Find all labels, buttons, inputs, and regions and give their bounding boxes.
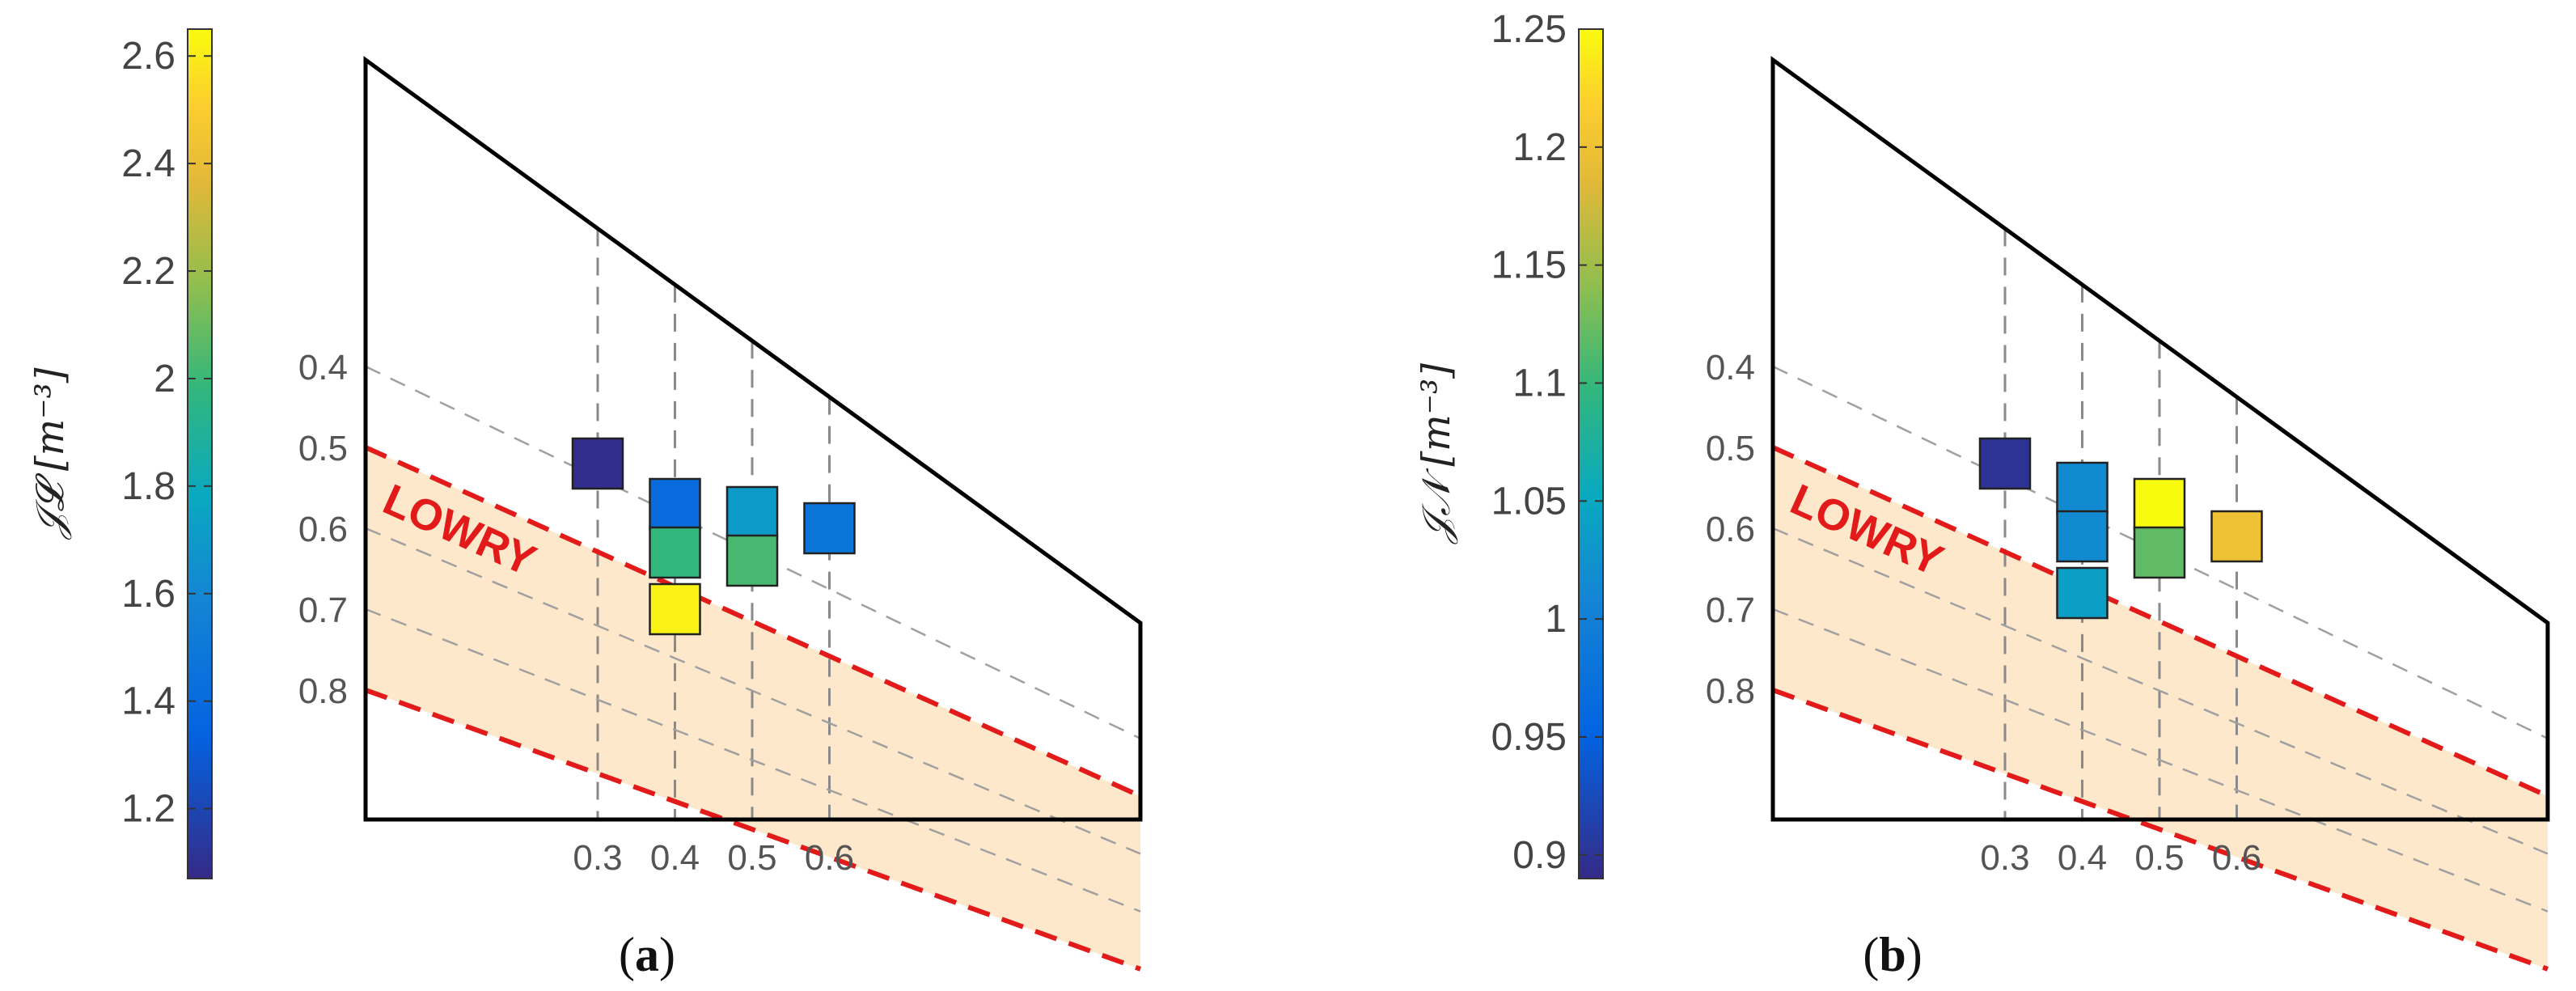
colorbar-tick-label: 0.9 — [1512, 834, 1567, 877]
plot-frame — [363, 56, 1143, 822]
bottom-tick-label: 0.3 — [1980, 838, 2029, 878]
lowry-region — [1773, 447, 2548, 969]
data-square — [725, 485, 779, 539]
colorbar-tick-label: 2.6 — [121, 35, 176, 78]
colorbar-b: 0.9 0.95 1 1.05 1.1 1.15 1.2 1.25 𝒥𝒩 [m⁻³] — [1414, 8, 1604, 879]
plot-frame — [1770, 56, 2550, 822]
left-tick-label: 0.4 — [298, 348, 348, 388]
data-square — [571, 437, 624, 490]
colorbar-tick-label: 1.2 — [1512, 126, 1567, 169]
left-tick-label: 0.7 — [298, 591, 348, 630]
data-square — [2056, 510, 2109, 563]
colorbar-tick-label: 1.25 — [1491, 8, 1567, 51]
data-square — [725, 534, 779, 587]
diagonal-grid-line — [365, 527, 1141, 855]
colorbar-tick-label: 1.15 — [1491, 244, 1567, 287]
data-square — [2210, 510, 2263, 563]
colorbar-tick-label: 1.6 — [121, 573, 176, 616]
bottom-tick-label: 0.6 — [805, 838, 854, 878]
colorbar-tick-label: 1.2 — [121, 788, 176, 831]
left-tick-label: 0.5 — [1706, 429, 1755, 468]
lowry-region — [366, 447, 1140, 969]
colorbar-a: 1.2 1.4 1.6 1.8 2 2.2 2.4 2.6 𝒥𝓛 [m⁻³] — [27, 28, 213, 879]
diagonal-grid-line — [1772, 527, 2549, 855]
colorbar-tick-label: 2 — [154, 358, 176, 400]
panel-a-label: (a) — [619, 928, 675, 981]
data-square — [649, 477, 701, 531]
data-square — [2056, 461, 2109, 515]
colorbar-tick-label: 1.4 — [121, 680, 176, 723]
panel-a: 1.21.41.61.822.22.42.6 𝒥𝓛 [m⁻³] LOWRY0.4… — [27, 28, 1143, 981]
bottom-tick-label: 0.5 — [2134, 838, 2184, 878]
left-tick-label: 0.8 — [298, 671, 348, 711]
left-tick-label: 0.7 — [1706, 591, 1755, 630]
data-square — [2133, 477, 2186, 531]
left-tick-label: 0.5 — [298, 429, 348, 468]
bottom-tick-label: 0.6 — [2212, 838, 2261, 878]
left-tick-label: 0.8 — [1706, 671, 1755, 711]
data-square — [649, 526, 701, 579]
panel-b-label: (b) — [1863, 928, 1922, 981]
colorbar-b-ticks: 0.9 0.95 1 1.05 1.1 1.15 1.2 1.25 — [1491, 8, 1603, 877]
colorbar-tick-label: 1.1 — [1512, 362, 1567, 405]
colorbar-a-ticks: 1.2 1.4 1.6 1.8 2 2.2 2.4 2.6 — [121, 35, 212, 831]
diagonal-grid-line — [1772, 608, 2549, 913]
colorbar-b-label: 𝒥𝒩 [m⁻³] — [1414, 363, 1459, 544]
diagonal-grid-line — [365, 608, 1141, 913]
colorbar-tick-label: 0.95 — [1491, 716, 1567, 759]
colorbar-tick-label: 2.4 — [121, 142, 176, 185]
colorbar-tick-label: 2.2 — [121, 250, 176, 293]
bottom-tick-label: 0.3 — [573, 838, 622, 878]
data-square — [2056, 566, 2109, 620]
panel-b-letter: b — [1879, 928, 1906, 981]
data-square — [803, 502, 856, 555]
data-square — [2133, 526, 2186, 579]
bottom-tick-label: 0.5 — [727, 838, 776, 878]
lowry-boundary-line — [1771, 688, 2549, 972]
bottom-tick-label: 0.4 — [650, 838, 700, 878]
colorbar-b-bar — [1578, 28, 1604, 879]
colorbar-tick-label: 1.8 — [121, 465, 176, 508]
data-square — [649, 582, 701, 636]
left-tick-label: 0.6 — [298, 510, 348, 549]
data-square — [1978, 437, 2032, 490]
diagonal-grid-line — [365, 365, 1141, 739]
colorbar-a-bar — [187, 28, 213, 879]
panel-a-letter: a — [635, 928, 659, 981]
lowry-boundary-line — [364, 688, 1142, 972]
left-tick-label: 0.6 — [1706, 510, 1755, 549]
left-tick-label: 0.4 — [1706, 348, 1755, 388]
colorbar-a-label: 𝒥𝓛 [m⁻³] — [27, 367, 73, 540]
bottom-tick-label: 0.4 — [2058, 838, 2107, 878]
colorbar-tick-label: 1.05 — [1491, 480, 1567, 523]
diagonal-grid-line — [1772, 365, 2549, 739]
colorbar-tick-label: 1 — [1545, 598, 1567, 641]
